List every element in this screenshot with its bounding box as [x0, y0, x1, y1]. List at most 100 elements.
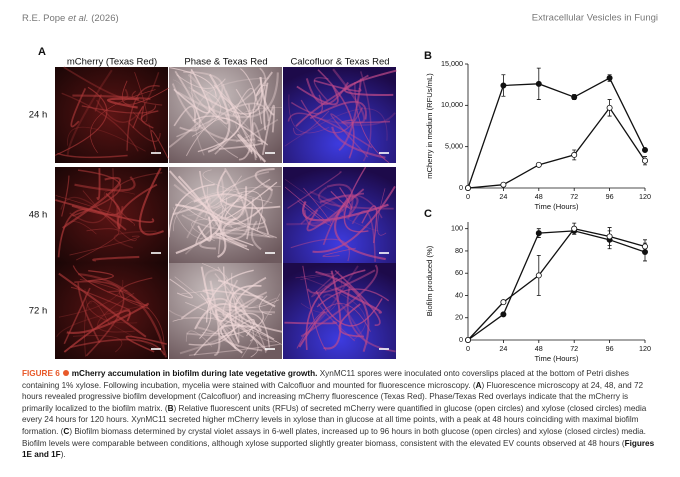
- hypha: [82, 190, 138, 241]
- data-point: [535, 161, 542, 168]
- panel-label: A: [38, 46, 46, 58]
- hypha: [61, 92, 139, 152]
- y-tick-label: 100: [451, 224, 463, 233]
- hypha: [195, 178, 271, 245]
- hypha: [208, 105, 229, 125]
- panel-label: B: [424, 50, 432, 62]
- hypha: [57, 152, 128, 159]
- hypha: [261, 104, 276, 156]
- hypha: [220, 190, 263, 231]
- hypha: [254, 167, 275, 192]
- hypha: [317, 303, 356, 342]
- hypha: [205, 269, 254, 323]
- hypha: [214, 309, 268, 352]
- hypha: [117, 183, 158, 230]
- x-axis-label: Time (Hours): [534, 202, 578, 211]
- hypha: [172, 207, 238, 240]
- hypha: [323, 270, 342, 350]
- header-authors: R.E. Pope et al. (2026): [22, 13, 119, 24]
- hypha: [284, 321, 338, 325]
- hypha: [72, 335, 123, 353]
- y-tick-label: 0: [459, 183, 463, 192]
- hypha: [332, 68, 366, 124]
- hypha: [172, 317, 282, 345]
- hypha: [331, 126, 386, 159]
- hypha: [70, 286, 131, 311]
- hypha: [309, 100, 367, 120]
- hypha: [298, 310, 326, 348]
- hypha: [184, 220, 220, 255]
- y-tick-label: 60: [455, 268, 463, 277]
- x-tick-label: 120: [639, 344, 651, 353]
- y-tick-label: 80: [455, 246, 463, 255]
- hypha: [312, 185, 396, 253]
- data-point: [571, 94, 578, 101]
- hypha: [121, 80, 169, 105]
- hypha: [179, 295, 246, 355]
- hypha: [74, 176, 136, 192]
- y-tick-label: 10,000: [441, 100, 463, 109]
- hypha: [240, 68, 263, 124]
- hypha: [55, 199, 155, 224]
- hypha: [173, 68, 211, 114]
- hypha: [63, 66, 129, 99]
- x-tick-label: 72: [570, 192, 578, 201]
- hypha: [251, 220, 262, 251]
- hypha: [72, 94, 151, 100]
- column-title: mCherry (Texas Red): [67, 57, 157, 68]
- hypha: [197, 95, 241, 153]
- hypha: [241, 293, 281, 359]
- hypha: [173, 79, 252, 154]
- hypha: [343, 166, 369, 233]
- hypha: [74, 280, 125, 357]
- caption-title: mCherry accumulation in biofilm during l…: [71, 369, 318, 378]
- hypha: [204, 195, 265, 226]
- y-tick-label: 15,000: [441, 59, 463, 68]
- hypha: [217, 207, 224, 255]
- x-tick-label: 96: [606, 192, 614, 201]
- y-tick-label: 5,000: [445, 142, 463, 151]
- hypha: [185, 301, 259, 358]
- hypha: [78, 273, 168, 358]
- row-label: 72 h: [29, 306, 48, 317]
- year: (2026): [91, 13, 118, 24]
- hypha: [351, 210, 376, 262]
- hypha: [76, 228, 120, 261]
- hypha: [168, 170, 248, 221]
- hypha: [70, 88, 87, 128]
- x-tick-label: 24: [499, 192, 507, 201]
- hypha: [213, 84, 251, 118]
- hypha: [185, 330, 213, 347]
- hypha: [263, 82, 269, 131]
- column-title: Calcofluor & Texas Red: [290, 57, 389, 68]
- hypha: [200, 266, 230, 322]
- x-tick-label: 0: [466, 344, 470, 353]
- caption-text: ) Relative fluorescent units (RFUs) of s…: [22, 403, 647, 436]
- hypha: [173, 176, 225, 209]
- hypha: [169, 278, 193, 299]
- caption-ref: Figures 1E and 1F: [22, 438, 655, 460]
- hypha: [169, 67, 217, 98]
- caption: FIGURE 6 mCherry accumulation in biofilm …: [22, 368, 658, 461]
- hypha: [300, 264, 379, 338]
- data-point: [642, 146, 649, 153]
- hypha: [300, 276, 366, 341]
- hypha: [295, 74, 369, 127]
- row-label: 24 h: [29, 110, 48, 121]
- hypha: [70, 338, 166, 356]
- hypha: [194, 303, 263, 332]
- bullet: [62, 370, 69, 376]
- hypha: [218, 318, 255, 341]
- hypha: [168, 71, 224, 148]
- data-point: [500, 299, 507, 306]
- hypha: [314, 112, 396, 126]
- caption-text: ).: [60, 450, 66, 460]
- hypha: [57, 208, 127, 258]
- hypha: [217, 291, 268, 352]
- hypha: [54, 86, 108, 156]
- hypha: [315, 270, 370, 352]
- hypha: [300, 99, 364, 134]
- hypha: [311, 270, 340, 298]
- hypha: [234, 276, 283, 333]
